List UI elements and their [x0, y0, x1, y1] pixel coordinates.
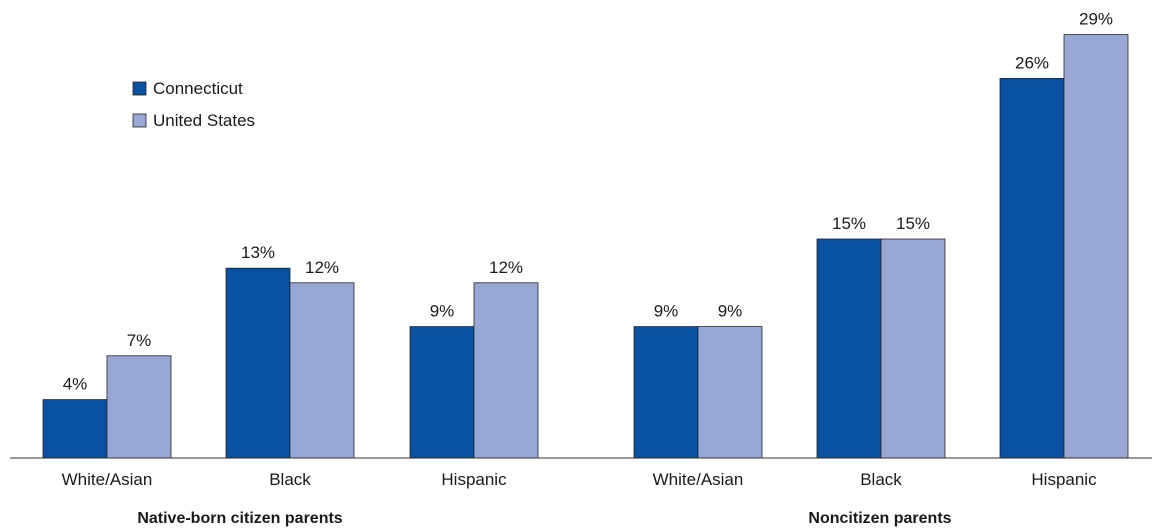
value-label: 12%: [305, 258, 339, 277]
value-label: 4%: [63, 375, 88, 394]
value-label: 9%: [654, 302, 679, 321]
bar: [289, 282, 355, 459]
value-label: 9%: [718, 302, 743, 321]
bar: [409, 326, 475, 459]
value-label: 26%: [1015, 53, 1049, 72]
group-label: Noncitizen parents: [808, 510, 951, 527]
legend-label: United States: [153, 111, 255, 130]
group-label: Native-born citizen parents: [137, 510, 342, 527]
x-tick-label: Black: [860, 470, 902, 489]
value-label: 12%: [489, 258, 523, 277]
x-tick-label: Hispanic: [441, 470, 507, 489]
bar: [106, 355, 172, 459]
bar: [880, 238, 946, 459]
bar: [42, 399, 108, 459]
value-label: 15%: [896, 214, 930, 233]
legend-label: Connecticut: [153, 79, 243, 98]
value-label: 9%: [430, 302, 455, 321]
x-tick-label: Hispanic: [1031, 470, 1097, 489]
value-label: 7%: [127, 331, 152, 350]
bar: [1063, 34, 1129, 459]
value-label: 13%: [241, 243, 275, 262]
x-tick-label: White/Asian: [653, 470, 744, 489]
bar: [816, 238, 882, 459]
x-tick-label: White/Asian: [62, 470, 153, 489]
bar: [697, 326, 763, 459]
bar: [225, 267, 291, 459]
value-label: 29%: [1079, 10, 1113, 29]
legend-swatch: [132, 113, 147, 128]
value-label: 15%: [832, 214, 866, 233]
bar: [633, 326, 699, 459]
legend-swatch: [132, 81, 147, 96]
bar: [999, 78, 1065, 459]
bar: [473, 282, 539, 459]
x-tick-label: Black: [269, 470, 311, 489]
